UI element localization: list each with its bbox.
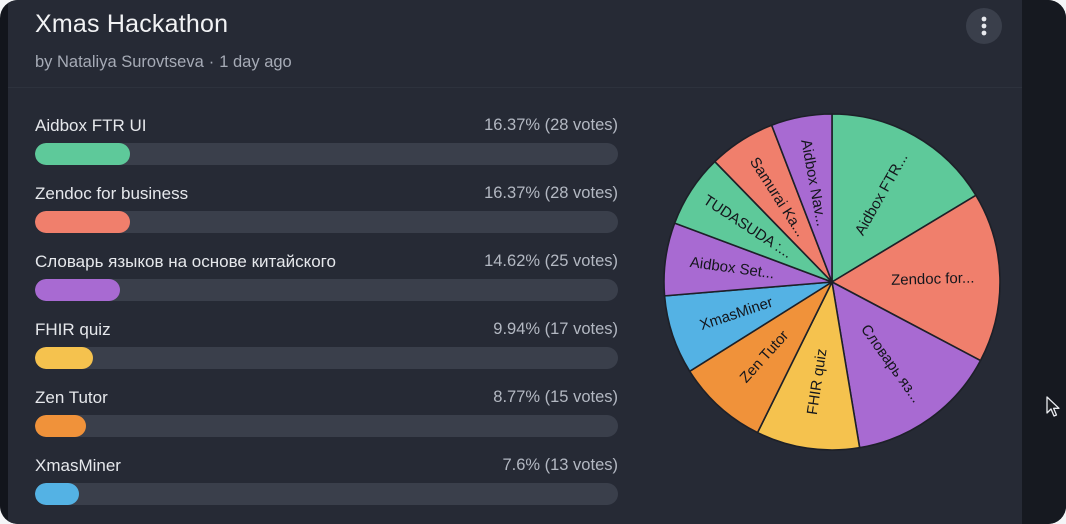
option-progress-track (35, 483, 618, 505)
pie-slice[interactable] (756, 279, 861, 451)
option-progress-fill (35, 347, 93, 369)
option-label: Aidbox FTR UI (35, 116, 147, 135)
option-label: XmasMiner (35, 456, 121, 475)
pie-slice-label: Zendoc for... (891, 270, 975, 289)
poll-option[interactable]: FHIR quiz 9.94% (17 votes) (35, 316, 618, 384)
pie-slice[interactable] (830, 194, 1001, 362)
header-divider (8, 87, 1022, 88)
more-options-button[interactable] (966, 8, 1002, 44)
option-progress-track (35, 347, 618, 369)
option-stats: 16.37% (28 votes) (484, 116, 618, 134)
poll-subtitle: by Nataliya Surovtseva · 1 day ago (35, 53, 292, 72)
poll-option[interactable]: Zendoc for business 16.37% (28 votes) (35, 180, 618, 248)
poll-options-list: Aidbox FTR UI 16.37% (28 votes) Zendoc f… (35, 112, 618, 520)
option-label: Словарь языков на основе китайского (35, 252, 336, 271)
option-stats: 8.77% (15 votes) (493, 388, 618, 406)
poll-option[interactable]: Aidbox FTR UI 16.37% (28 votes) (35, 112, 618, 180)
option-progress-track (35, 415, 618, 437)
option-progress-track (35, 143, 618, 165)
option-label: Zen Tutor (35, 388, 108, 407)
option-progress-track (35, 279, 618, 301)
pie-slice[interactable] (770, 113, 833, 283)
option-stats: 14.62% (25 votes) (484, 252, 618, 270)
option-progress-fill (35, 279, 121, 301)
option-progress-fill (35, 143, 131, 165)
option-progress-fill (35, 211, 131, 233)
option-stats: 7.6% (13 votes) (502, 456, 618, 474)
option-label: Zendoc for business (35, 184, 189, 203)
pie-slice[interactable] (831, 113, 978, 284)
option-progress-fill (35, 483, 80, 505)
option-progress-fill (35, 415, 87, 437)
option-label: FHIR quiz (35, 320, 111, 339)
option-stats: 9.94% (17 votes) (493, 320, 618, 338)
mouse-pointer-icon (1046, 396, 1060, 417)
poll-author: by Nataliya Surovtseva (35, 53, 204, 71)
poll-option[interactable]: Словарь языков на основе китайского 14.6… (35, 248, 618, 316)
poll-card: Xmas Hackathon by Nataliya Surovtseva · 1 … (8, 0, 1022, 524)
pie-slice[interactable] (688, 279, 834, 434)
more-vertical-icon (981, 16, 987, 36)
pie-slice[interactable] (830, 280, 982, 449)
poll-option[interactable]: XmasMiner 7.6% (13 votes) (35, 452, 618, 520)
side-panel (1022, 0, 1066, 524)
poll-option[interactable]: Zen Tutor 8.77% (15 votes) (35, 384, 618, 452)
subtitle-separator: · (208, 53, 215, 71)
option-stats: 16.37% (28 votes) (484, 184, 618, 202)
votes-pie-chart: Aidbox FTR...Zendoc for...Словарь яз...F… (663, 113, 1001, 451)
poll-age: 1 day ago (219, 53, 292, 71)
option-progress-track (35, 211, 618, 233)
poll-title: Xmas Hackathon (35, 10, 229, 38)
